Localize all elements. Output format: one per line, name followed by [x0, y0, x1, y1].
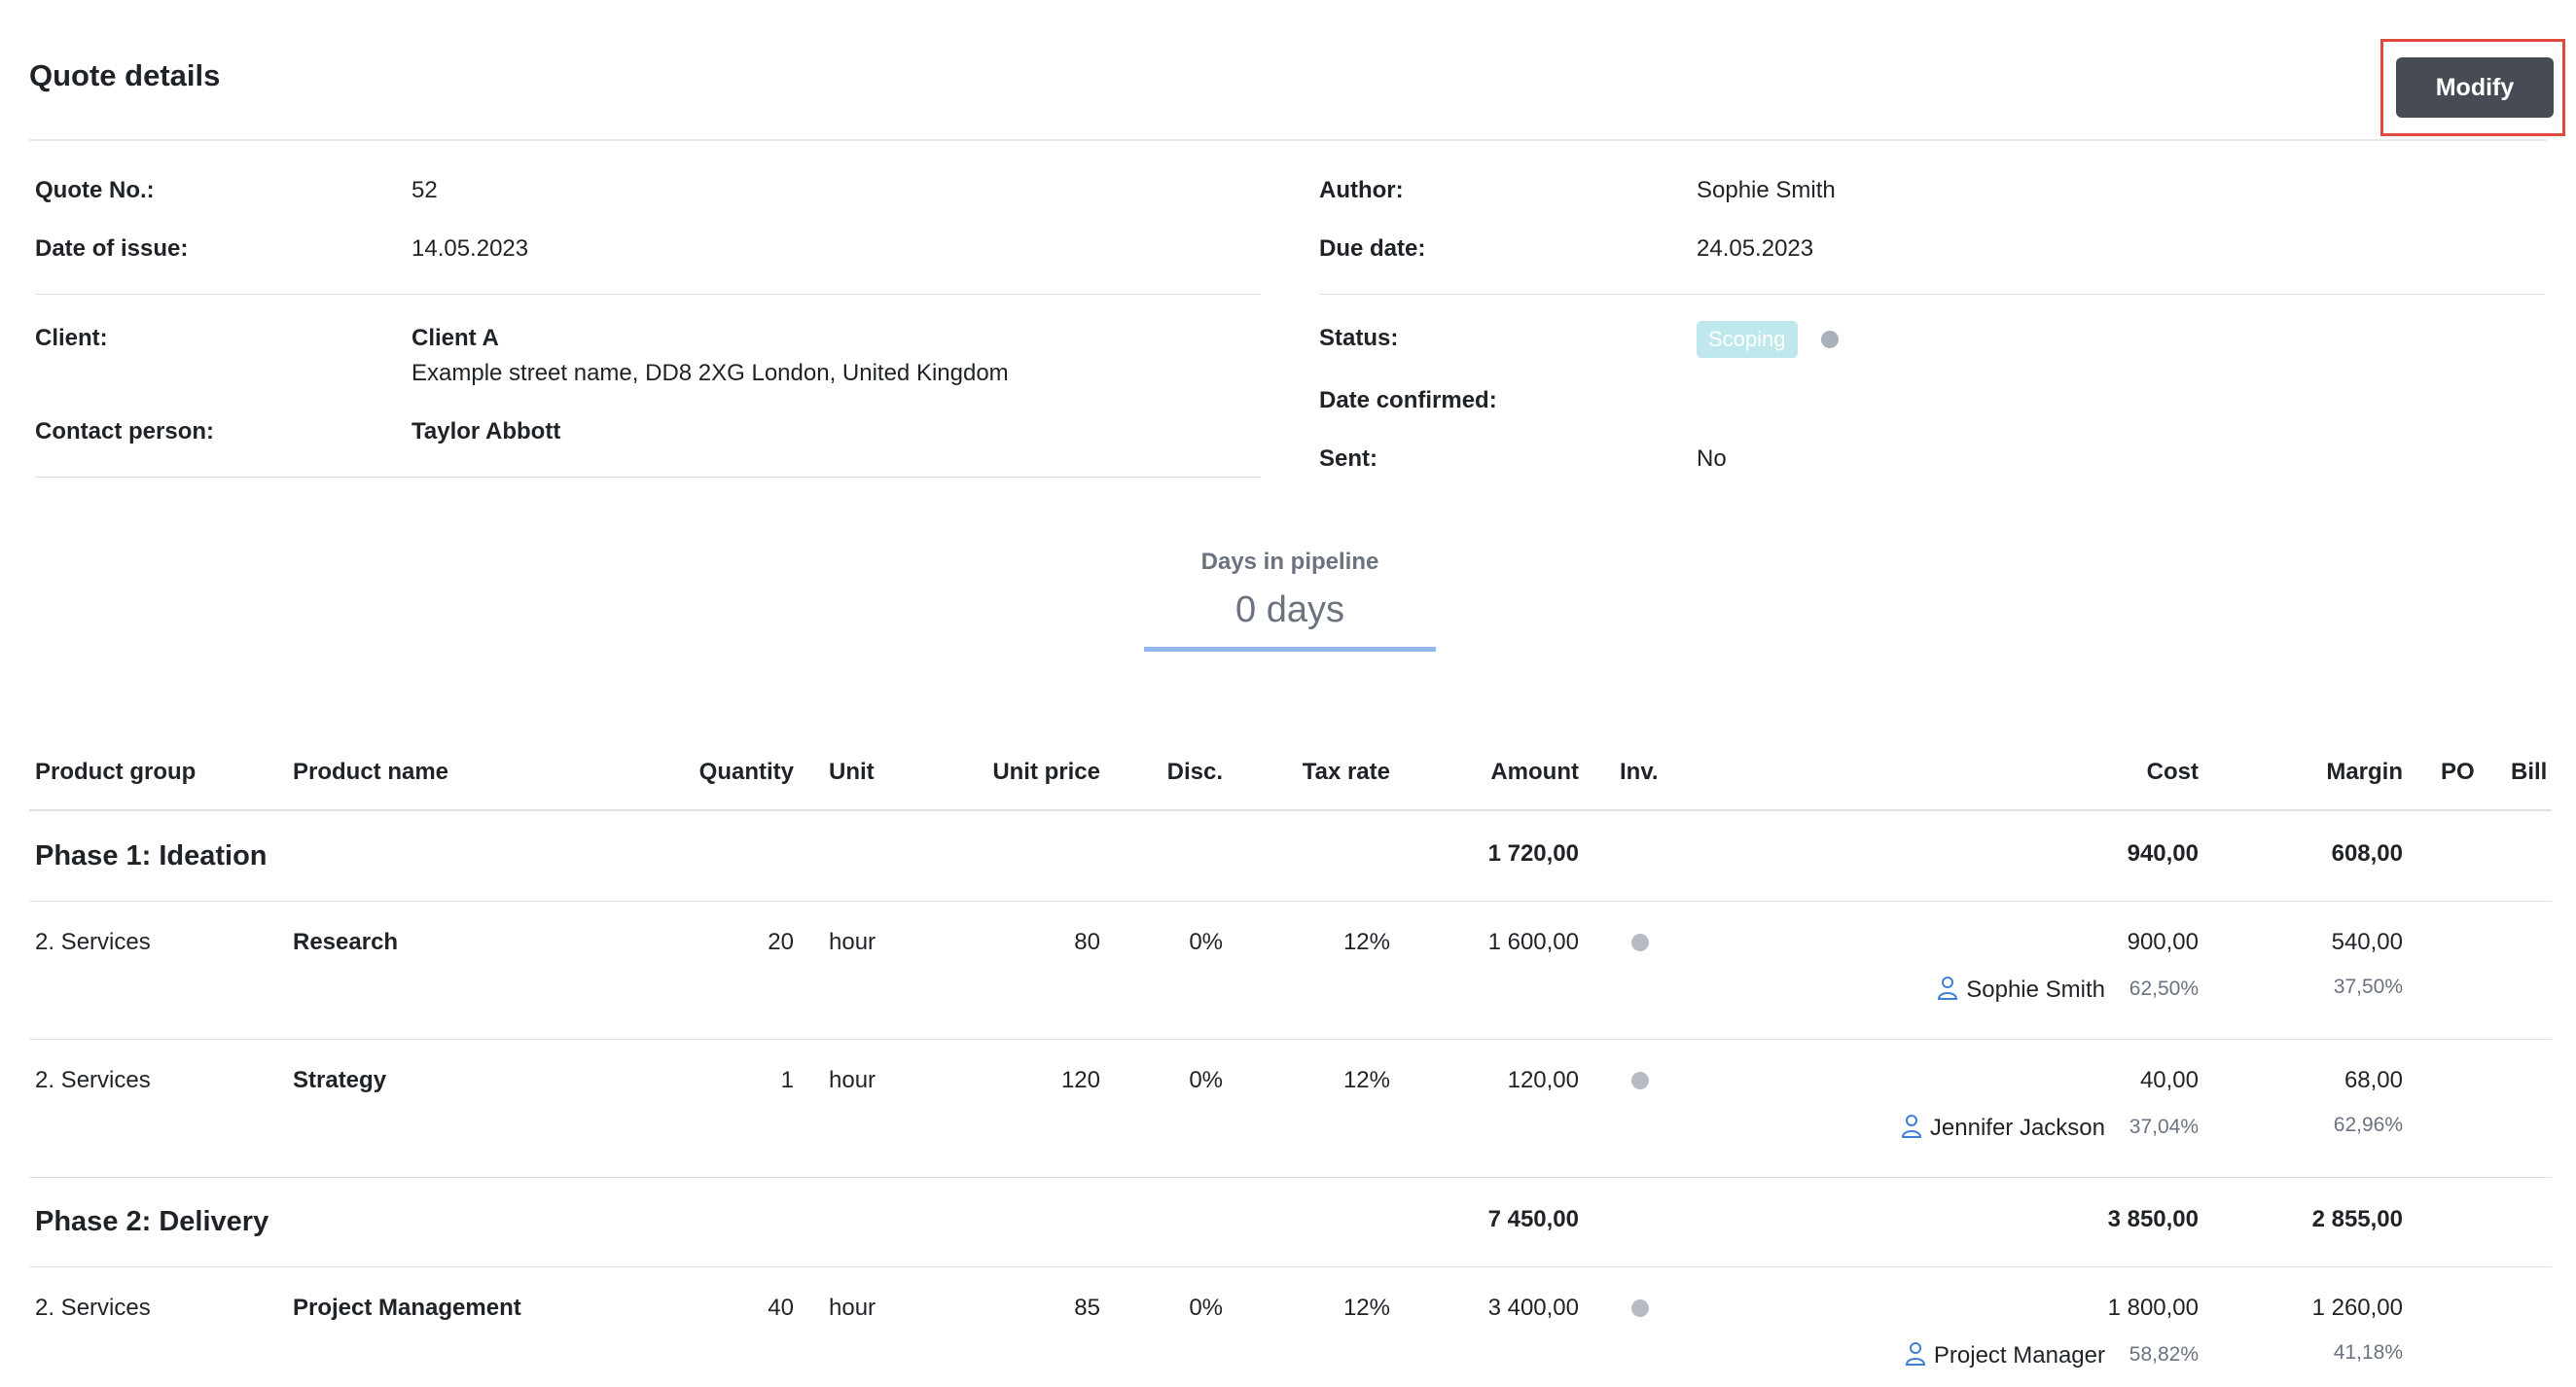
col-po: PO — [2441, 759, 2475, 786]
table-header-divider — [29, 809, 2552, 811]
col-product-name: Product name — [293, 759, 448, 786]
row-disc: 0% — [1028, 1295, 1223, 1322]
row-unit: hour — [829, 929, 876, 956]
row-divider — [29, 1177, 2552, 1178]
row-tax-rate: 12% — [1196, 1295, 1390, 1322]
row-disc: 0% — [1028, 929, 1223, 956]
row-product-group: 2. Services — [35, 1295, 151, 1322]
assignee-name: Project Manager — [1934, 1342, 2105, 1369]
person-icon — [1901, 1114, 1922, 1139]
sent-label: Sent: — [1319, 445, 1377, 473]
pipeline-bar — [1144, 647, 1436, 652]
row-margin-percent: 37,50% — [2306, 976, 2403, 999]
page-title: Quote details — [29, 58, 220, 93]
phase-margin: 2 855,00 — [2208, 1206, 2403, 1233]
row-cost: 1 800,00 — [2004, 1295, 2199, 1322]
col-product-group: Product group — [35, 759, 196, 786]
row-divider — [29, 1266, 2552, 1267]
header-divider — [29, 139, 2547, 141]
client-label: Client: — [35, 325, 108, 352]
row-cost: 900,00 — [2004, 929, 2199, 956]
col-cost: Cost — [2004, 759, 2199, 786]
row-product-name: Project Management — [293, 1295, 521, 1322]
phase-cost: 940,00 — [2004, 840, 2199, 868]
col-disc: Disc. — [1028, 759, 1223, 786]
modify-highlight: Modify — [2380, 39, 2565, 136]
pipeline-value: 0 days — [1144, 589, 1436, 631]
row-tax-rate: 12% — [1196, 1067, 1390, 1094]
contact-person-label: Contact person: — [35, 418, 214, 445]
sent-value: No — [1697, 445, 1727, 473]
row-quantity: 20 — [599, 929, 794, 956]
row-margin: 540,00 — [2208, 929, 2403, 956]
assignee-name: Jennifer Jackson — [1930, 1115, 2105, 1141]
col-margin: Margin — [2208, 759, 2403, 786]
invoice-status-dot-icon — [1631, 1299, 1649, 1317]
pipeline-label: Days in pipeline — [1144, 549, 1436, 576]
row-tax-rate: 12% — [1196, 929, 1390, 956]
row-margin-percent: 62,96% — [2306, 1114, 2403, 1137]
row-product-name: Research — [293, 929, 398, 956]
date-issue-value: 14.05.2023 — [411, 235, 528, 263]
quote-no-label: Quote No.: — [35, 177, 155, 204]
col-tax-rate: Tax rate — [1196, 759, 1390, 786]
date-issue-label: Date of issue: — [35, 235, 188, 263]
row-disc: 0% — [1028, 1067, 1223, 1094]
status-badge: Scoping — [1697, 321, 1798, 358]
client-name: Client A — [411, 325, 499, 352]
row-margin: 1 260,00 — [2208, 1295, 2403, 1322]
row-product-name: Strategy — [293, 1067, 386, 1094]
row-quantity: 40 — [599, 1295, 794, 1322]
row-cost: 40,00 — [2004, 1067, 2199, 1094]
client-address: Example street name, DD8 2XG London, Uni… — [411, 360, 1009, 387]
phase-title: Phase 1: Ideation — [35, 840, 268, 872]
row-assignee: Sophie Smith — [1712, 976, 2105, 1004]
row-product-group: 2. Services — [35, 929, 151, 956]
row-amount: 120,00 — [1384, 1067, 1579, 1094]
due-date-label: Due date: — [1319, 235, 1425, 263]
row-unit: hour — [829, 1295, 876, 1322]
status-dot-icon — [1821, 331, 1839, 348]
invoice-status-dot-icon — [1631, 1072, 1649, 1089]
row-cost-percent: 37,04% — [2101, 1116, 2199, 1139]
col-amount: Amount — [1384, 759, 1579, 786]
row-amount: 1 600,00 — [1384, 929, 1579, 956]
details-divider-right-1 — [1319, 294, 2545, 295]
status-label: Status: — [1319, 325, 1398, 352]
date-confirmed-label: Date confirmed: — [1319, 387, 1497, 414]
invoice-status-dot-icon — [1631, 934, 1649, 951]
details-divider-left-2 — [35, 477, 1261, 478]
col-bill: Bill — [2511, 759, 2547, 786]
row-quantity: 1 — [599, 1067, 794, 1094]
modify-button[interactable]: Modify — [2396, 57, 2554, 118]
assignee-name: Sophie Smith — [1966, 977, 2105, 1003]
phase-cost: 3 850,00 — [2004, 1206, 2199, 1233]
author-label: Author: — [1319, 177, 1404, 204]
row-divider — [29, 1039, 2552, 1040]
row-unit: hour — [829, 1067, 876, 1094]
details-divider-left-1 — [35, 294, 1261, 295]
phase-amount: 1 720,00 — [1384, 840, 1579, 868]
person-icon — [1937, 976, 1958, 1001]
row-product-group: 2. Services — [35, 1067, 151, 1094]
phase-margin: 608,00 — [2208, 840, 2403, 868]
phase-amount: 7 450,00 — [1384, 1206, 1579, 1233]
row-assignee: Jennifer Jackson — [1712, 1114, 2105, 1142]
person-icon — [1905, 1341, 1926, 1367]
contact-person-value: Taylor Abbott — [411, 418, 560, 445]
row-cost-percent: 62,50% — [2101, 978, 2199, 1001]
col-quantity: Quantity — [599, 759, 794, 786]
due-date-value: 24.05.2023 — [1697, 235, 1813, 263]
phase-title: Phase 2: Delivery — [35, 1206, 268, 1238]
author-value: Sophie Smith — [1697, 177, 1836, 204]
row-assignee: Project Manager — [1712, 1341, 2105, 1369]
row-amount: 3 400,00 — [1384, 1295, 1579, 1322]
col-unit: Unit — [829, 759, 875, 786]
row-divider — [29, 901, 2552, 902]
col-inv: Inv. — [1620, 759, 1659, 786]
row-margin-percent: 41,18% — [2306, 1341, 2403, 1365]
row-cost-percent: 58,82% — [2101, 1343, 2199, 1367]
quote-no-value: 52 — [411, 177, 438, 204]
row-margin: 68,00 — [2208, 1067, 2403, 1094]
